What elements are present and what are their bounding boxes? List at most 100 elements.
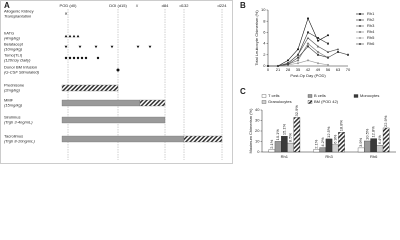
y-tick-label: 6: [263, 29, 266, 34]
row-label: (2mg/kg): [4, 87, 20, 92]
triangle-marker: [68, 34, 72, 38]
point: [316, 50, 320, 54]
row-label: (10mg/kg): [4, 46, 23, 51]
value-label: 2.1%: [314, 139, 319, 149]
legend-label: B cells: [314, 93, 326, 98]
triangle-marker: [64, 45, 68, 49]
triangle-marker: [64, 34, 68, 38]
x-tick-label: 70: [346, 67, 351, 72]
point: [327, 63, 329, 66]
bar: [382, 127, 390, 153]
value-label: 10.5%: [364, 128, 369, 140]
row-label: Transplantation: [4, 13, 32, 18]
panel-letter: A: [4, 1, 10, 10]
bar: [364, 140, 371, 153]
legend-label: Rh4: [367, 29, 375, 34]
value-label: 10.1%: [275, 129, 280, 141]
point: [306, 36, 310, 39]
point: [317, 39, 319, 42]
row-label: hATG: [4, 31, 14, 36]
x-tick-label: 21: [276, 67, 281, 72]
row-label: Prednisone: [4, 83, 25, 88]
value-label: 15.1%: [281, 123, 286, 135]
dot-marker: [116, 68, 120, 72]
bar: [370, 138, 377, 153]
timeline-header: POD (d0): [60, 3, 78, 8]
series-line: [268, 17, 329, 67]
legend-swatch: [307, 100, 313, 104]
row-label: (15mg/kg): [4, 102, 23, 107]
regimen-bar: [61, 116, 166, 124]
row-label: Tomo(TLI): [4, 53, 23, 58]
legend-label: BM (POD 42): [314, 99, 339, 104]
point: [307, 31, 309, 34]
point: [307, 17, 309, 20]
point: [327, 56, 329, 59]
legend-marker: [359, 43, 361, 45]
y-tick-label: 10: [261, 7, 266, 12]
timeline-header: d224: [218, 3, 228, 8]
triangle-marker: [148, 45, 152, 49]
value-label: 12.5%: [326, 126, 331, 138]
row-label: (Trgh 3-4ng/mL): [4, 119, 33, 124]
point: [337, 51, 339, 53]
dot-marker: [80, 56, 84, 60]
y-tick-label: 20: [255, 128, 260, 133]
timeline-header: d84: [162, 3, 169, 8]
legend-marker: [359, 19, 361, 21]
point: [307, 45, 309, 48]
legend-swatch: [353, 94, 359, 98]
row-label: Donor BM Infusion: [4, 65, 37, 70]
regimen-bar: [61, 99, 141, 107]
legend-label: T cells: [268, 93, 279, 98]
value-label: 8.5%: [288, 133, 293, 143]
point: [287, 63, 289, 66]
dot-marker: [96, 56, 100, 60]
point: [267, 65, 269, 67]
legend-label: Rh2: [367, 17, 375, 22]
point: [347, 53, 349, 56]
point: [277, 65, 279, 67]
point: [297, 48, 299, 51]
point: [296, 53, 300, 56]
value-label: 2.1%: [269, 139, 274, 149]
regimen-bar: [61, 84, 119, 92]
x-tick-label: 56: [326, 67, 331, 72]
point: [296, 59, 300, 62]
x-tick-label: Rh3: [325, 154, 333, 159]
figure: A B C POD (d0) DOI (d15) d84 d132 d224 // Allo…: [0, 0, 396, 164]
point: [327, 42, 329, 45]
y-tick-label: 0: [263, 63, 266, 68]
row-label: (4mg/kg): [4, 35, 20, 40]
point: [297, 62, 299, 65]
row-label: Allogenic Kidney: [4, 9, 34, 14]
x-tick-label: 63: [336, 67, 341, 72]
legend-label: Rh1: [367, 11, 375, 16]
point: [317, 37, 319, 39]
bar: [331, 144, 339, 153]
value-label: 22.9%: [383, 115, 388, 127]
bar: [287, 142, 294, 153]
x-tick-label: 28: [286, 67, 291, 72]
x-tick-label: Rh1: [281, 154, 289, 159]
point: [336, 48, 340, 51]
triangle-marker: [72, 34, 76, 38]
y-tick-label: 2: [263, 52, 266, 57]
x-tick-label: 49: [316, 67, 321, 72]
y-tick-label: 8: [263, 18, 266, 23]
triangle-marker: [136, 45, 140, 49]
triangle-marker: [94, 45, 98, 49]
legend-swatch: [261, 100, 267, 104]
legend-swatch: [307, 94, 313, 98]
regimen-bar: [61, 135, 185, 143]
bar: [376, 145, 384, 153]
bar: [293, 117, 301, 153]
legend-label: Rh6: [367, 41, 375, 46]
point: [297, 56, 299, 59]
point: [316, 45, 320, 48]
point: [307, 59, 309, 62]
legend-label: Monocytes: [360, 93, 379, 98]
point: [317, 53, 319, 56]
x-axis-label: Post-Op Day (POD): [290, 73, 326, 78]
dot-marker: [64, 56, 68, 60]
